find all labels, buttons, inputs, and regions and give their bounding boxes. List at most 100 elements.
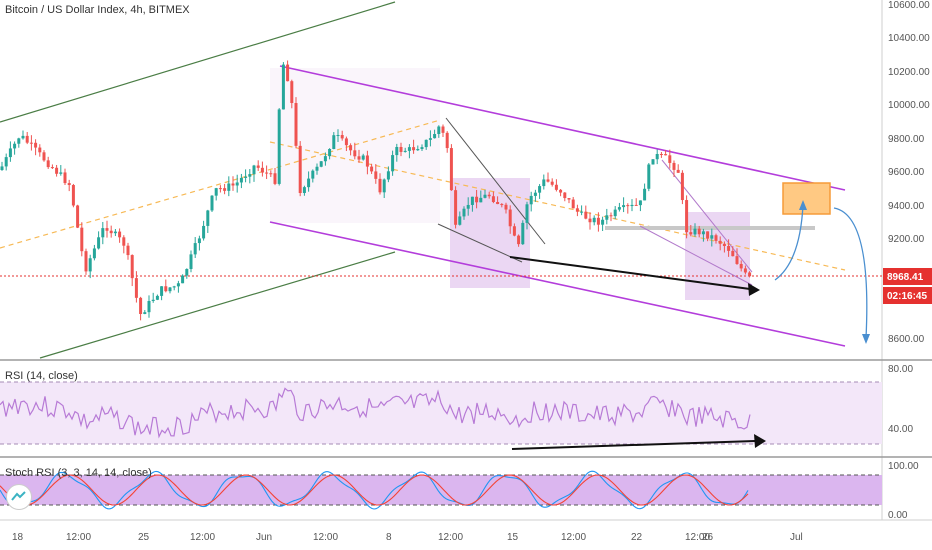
candle-body [382,179,386,193]
candle-body [294,103,298,146]
rsi-tick: 80.00 [888,364,913,375]
candle-body [445,132,449,149]
green-channel-lower[interactable] [39,251,396,359]
current-price-text: 8968.41 [887,272,924,283]
candle-body [420,147,424,150]
candle-body [210,195,214,211]
candle-body [433,134,437,139]
candle-body [542,179,546,187]
gray-diagonal-2[interactable] [437,223,523,263]
stoch-title: Stoch RSI (3, 3, 14, 14, close) [5,467,152,479]
candle-body [710,235,714,239]
candle-body [630,204,634,207]
candle-body [59,172,63,174]
price-tick: 10600.00 [888,0,930,11]
candle-body [336,135,340,137]
stoch-d-line[interactable] [0,474,749,506]
divergence-arrow-rsi[interactable] [511,440,756,450]
candle-body [601,219,605,225]
candle-body [332,135,336,150]
candles-group[interactable] [0,60,752,321]
candle-body [55,167,59,174]
candle-body [63,172,67,184]
candle-body [370,166,374,172]
candle-body [714,235,718,241]
candle-body [697,228,701,235]
rsi-line[interactable] [0,387,751,439]
candle-body [151,299,155,301]
candle-body [193,243,197,255]
candle-body [265,172,269,174]
purple-diagonal-2[interactable] [639,225,753,286]
candle-body [97,237,101,249]
candle-body [407,147,411,151]
rsi-title: RSI (14, close) [5,370,78,382]
candle-body [349,145,353,151]
candle-body [139,297,143,315]
time-tick: 8 [386,532,392,543]
price-tick: 9200.00 [888,234,925,245]
orange-trend-2[interactable] [269,141,846,271]
candle-body [202,225,206,239]
candle-body [680,172,684,201]
candle-body [181,275,185,284]
candle-body [731,250,735,257]
purple-channel-lower[interactable] [269,221,846,347]
candle-body [256,165,260,168]
candle-body [727,246,731,251]
candle-body [223,188,227,191]
candle-body [550,181,554,185]
candle-body [487,194,491,197]
candle-body [323,156,327,162]
tradingview-logo-icon[interactable] [6,484,32,510]
time-tick: 12:00 [190,532,215,543]
candle-body [252,165,256,175]
candle-body [470,196,474,205]
candle-body [454,190,458,225]
candle-body [508,209,512,227]
blue-arrow-down[interactable] [833,207,868,339]
candle-body [281,64,285,110]
candle-body [479,197,483,203]
candle-body [575,208,579,212]
candle-body [357,156,361,160]
blue-arrow-up[interactable] [774,204,804,281]
candle-body [462,208,466,217]
range-box-2[interactable] [450,178,530,288]
time-tick: 22 [631,532,643,543]
candle-body [302,187,306,194]
candle-body [563,192,567,199]
purple-channel-upper[interactable] [279,65,846,191]
blue-arrowhead-up [799,200,807,210]
candle-body [353,150,357,157]
time-tick: Jun [256,532,272,543]
candle-body [286,64,290,82]
stoch-k-line[interactable] [0,470,749,510]
candle-body [206,210,210,226]
candle-body [340,135,344,139]
gray-diagonal-1[interactable] [445,117,546,245]
candle-body [416,149,420,151]
candle-body [76,205,80,228]
orange-trend-1[interactable] [0,119,441,249]
candle-body [269,173,273,175]
candle-body [437,126,441,135]
candle-body [449,148,453,191]
candle-body [80,227,84,252]
candle-body [374,171,378,179]
candle-body [622,205,626,208]
candle-body [46,160,50,168]
candle-body [273,173,277,184]
candle-body [25,135,29,143]
candle-body [592,217,596,223]
candle-body [361,155,365,160]
candle-body [567,198,571,200]
chart-title: Bitcoin / US Dollar Index, 4h, BITMEX [5,4,190,16]
time-tick: 12:00 [561,532,586,543]
countdown-text: 02:16:45 [887,291,927,302]
green-channel-upper[interactable] [0,1,396,123]
candle-body [475,196,479,203]
divergence-arrow-price[interactable] [509,256,751,290]
